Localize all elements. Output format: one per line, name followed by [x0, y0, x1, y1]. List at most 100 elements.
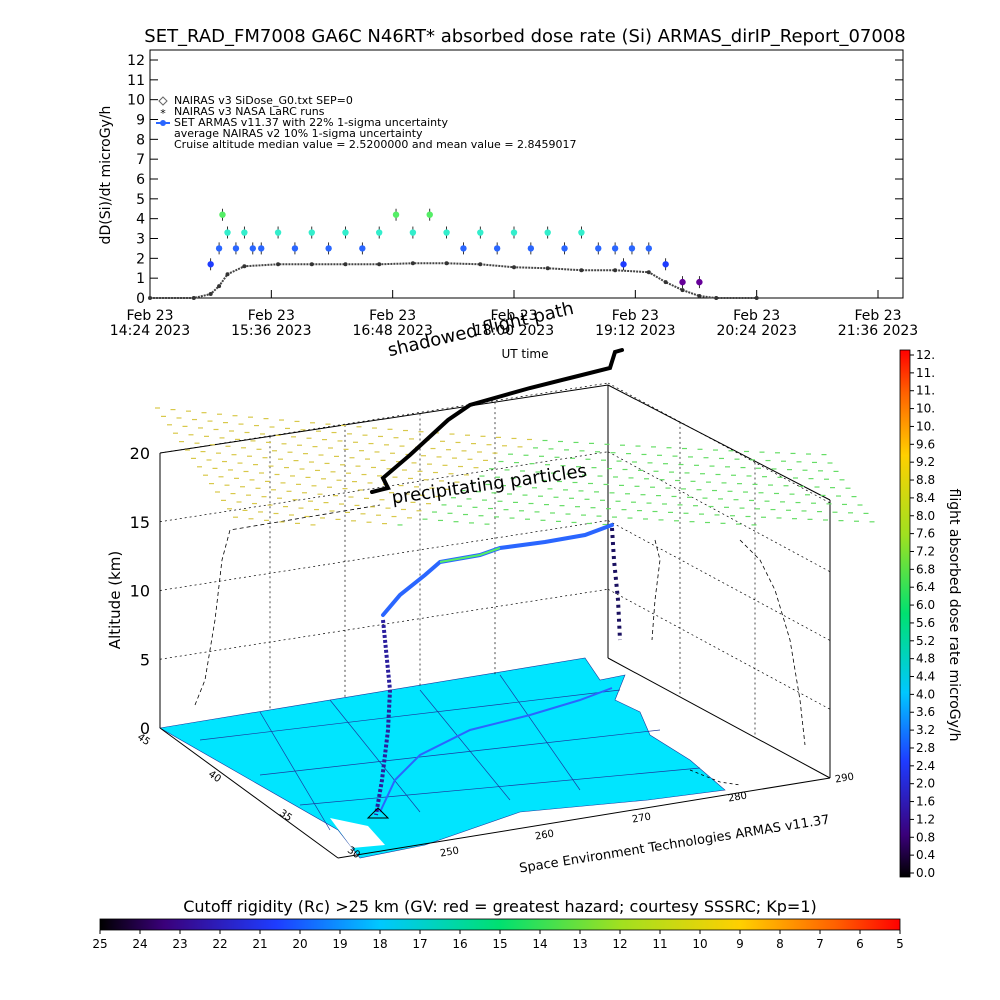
altitude-ticks: 0 5 10 15 20: [130, 444, 150, 738]
map-boundary-line: [329, 699, 421, 813]
right-colorbar-tick-label: 2.4: [916, 759, 935, 773]
armas-point: [611, 245, 619, 252]
x-tick-date: Feb 23: [248, 308, 295, 324]
ground-track: [379, 687, 613, 813]
y-tick-label: 11: [127, 73, 145, 89]
bottom-colorbar-tick-label: 9: [736, 937, 744, 951]
armas-point: [460, 245, 467, 252]
bottom-colorbar-tick-label: 13: [572, 937, 587, 951]
y-tick-label: 6: [136, 172, 145, 188]
bottom-colorbar: Cutoff rigidity (Rc) >25 km (GV: red = g…: [92, 897, 903, 951]
bottom-colorbar-tick-label: 25: [92, 937, 107, 951]
bottom-colorbar-tick-label: 6: [856, 937, 864, 951]
armas-point: [249, 245, 256, 252]
armas-point: [645, 245, 653, 252]
altitude-tick-label: 0: [140, 719, 150, 738]
bottom-colorbar-tick-label: 17: [412, 937, 427, 951]
legend-entry: Cruise altitude median value = 2.5200000…: [174, 138, 577, 151]
precipitating-particles-label: precipitating particles: [390, 460, 588, 508]
altitude-gridline-back: [159, 588, 609, 660]
altitude-gridline-side: [607, 588, 831, 710]
nairas-point: [377, 262, 382, 267]
armas-point: [662, 261, 669, 268]
right-colorbar-tick-label: 8.0: [916, 509, 935, 523]
chart-title: SET_RAD_FM7008 GA6C N46RT* absorbed dose…: [144, 26, 905, 47]
right-colorbar-tick-label: 0.0: [916, 866, 935, 880]
x-tick-time: 16:48 2023: [352, 323, 432, 339]
right-colorbar-ticks: 12. 11. 11. 10. 10. 9.6 9.2 8.8 8.4 8.0 7.6 7.2 6.8 6…: [910, 348, 935, 880]
right-colorbar-tick-label: 6.8: [916, 562, 935, 576]
armas-point: [375, 229, 383, 236]
armas-point: [291, 245, 299, 252]
right-colorbar-tick-label: 7.6: [916, 527, 935, 541]
armas-point: [409, 229, 417, 236]
x-tick-date: Feb 23: [369, 308, 416, 324]
right-colorbar-tick-label: 5.6: [916, 616, 935, 630]
armas-series: [207, 208, 703, 289]
flight-track-3d: [381, 523, 614, 617]
right-colorbar-tick-label: 12.: [916, 348, 935, 362]
right-colorbar-tick-label: 0.8: [916, 830, 935, 844]
right-colorbar-tick-label: 6.4: [916, 580, 935, 594]
longitude-tick-label: 290: [834, 771, 855, 785]
right-colorbar-tick-label: 6.0: [916, 598, 935, 612]
right-colorbar-tick-label: 3.2: [916, 723, 935, 737]
timeseries-frame: [149, 49, 904, 299]
armas-point: [308, 229, 315, 236]
profile-curve-right-b: [739, 539, 806, 746]
map-boundary-line: [259, 729, 661, 776]
nairas-point: [276, 262, 281, 267]
armas-point: [578, 229, 585, 236]
altitude-label: Altitude (km): [106, 551, 124, 649]
right-colorbar-tick-label: 4.8: [916, 652, 935, 666]
right-colorbar-fill: [899, 349, 911, 878]
bottom-colorbar-tick-label: 19: [332, 937, 347, 951]
nairas-point: [663, 280, 668, 285]
x-tick-time: 19:12 2023: [595, 323, 675, 339]
x-tick-date: Feb 23: [854, 308, 901, 324]
bottom-colorbar-title: Cutoff rigidity (Rc) >25 km (GV: red = g…: [183, 897, 817, 916]
nairas-point: [343, 262, 348, 267]
timeseries-ylabel: dD(Si)/dt microGy/h: [98, 106, 114, 245]
nairas-point: [754, 296, 759, 300]
altitude-gridline-back: [159, 451, 609, 523]
bottom-colorbar-tick-label: 5: [896, 937, 904, 951]
armas-point: [443, 229, 450, 236]
bottom-colorbar-tick-label: 11: [652, 937, 667, 951]
x-tick-time: 14:24 2023: [110, 323, 190, 339]
armas-point: [224, 229, 231, 236]
armas-point: [527, 245, 535, 252]
map-boundary-line: [199, 689, 621, 741]
x-tick-date: Feb 23: [126, 308, 173, 324]
particle-field: [155, 407, 875, 526]
right-colorbar-tick-label: 5.2: [916, 634, 935, 648]
armas-point: [696, 278, 703, 286]
map-boundary-line: [419, 689, 511, 801]
right-colorbar-tick-label: 11.: [916, 366, 935, 380]
x-tick-date: Feb 23: [733, 308, 780, 324]
legend-entry: NAIRAS v3 SiDose_G0.txt SEP=0: [174, 94, 353, 107]
nairas-point: [646, 270, 651, 275]
map-boundary-line: [299, 767, 701, 806]
nairas-point: [680, 288, 685, 293]
armas-point: [561, 245, 568, 252]
x-tick-date: Feb 23: [612, 308, 659, 324]
bottom-colorbar-tick-label: 24: [132, 937, 147, 951]
nairas-point: [478, 262, 483, 267]
right-colorbar-tick-label: 1.6: [916, 795, 935, 809]
profile-curve-left: [194, 504, 381, 706]
armas-point: [207, 261, 214, 268]
flight-track-3d-highlight: [439, 547, 501, 563]
nairas-point: [512, 265, 516, 270]
y-tick-label: 10: [127, 93, 145, 109]
legend-diamond-icon: [158, 96, 168, 106]
armas-point: [274, 229, 282, 236]
x-tick-time: 15:36 2023: [231, 323, 311, 339]
y-tick-label: 8: [136, 132, 145, 148]
armas-point: [232, 245, 240, 252]
right-colorbar-tick-label: 3.6: [916, 705, 935, 719]
right-colorbar-tick-label: 9.6: [916, 437, 935, 451]
altitude-gridline-back: [159, 382, 609, 454]
